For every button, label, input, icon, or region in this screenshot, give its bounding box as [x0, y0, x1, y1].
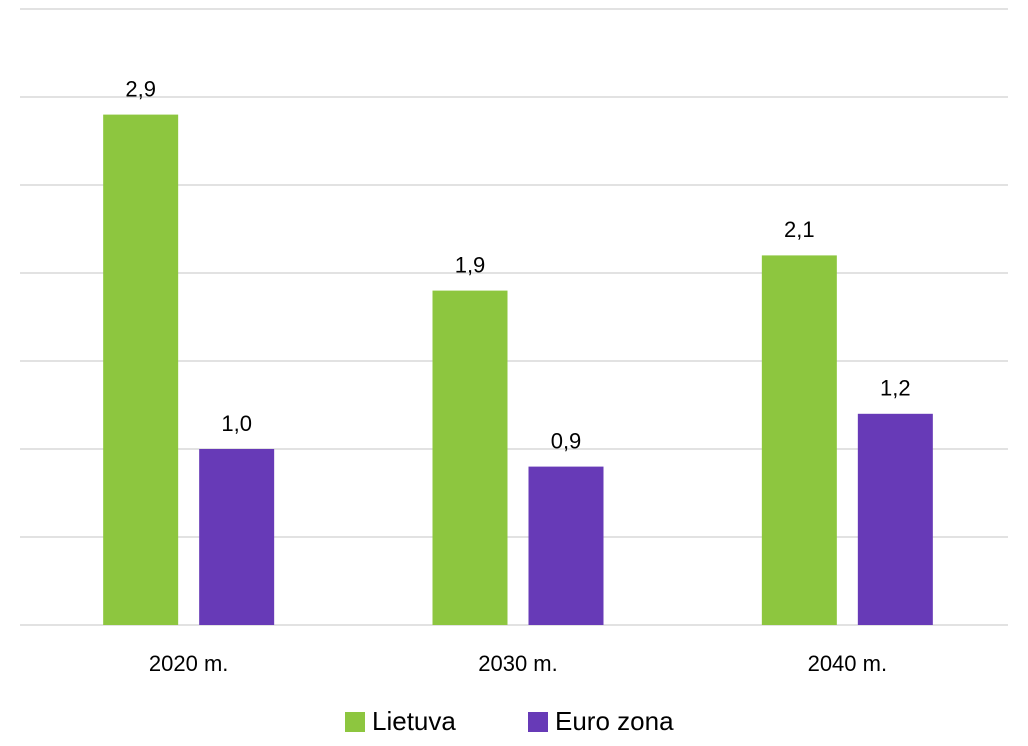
bar: [432, 290, 508, 625]
legend-swatch: [345, 712, 365, 732]
value-label: 2,1: [784, 217, 815, 242]
legend-label: Lietuva: [372, 706, 456, 736]
x-tick-label: 2020 m.: [149, 651, 229, 676]
value-label: 1,0: [221, 411, 252, 436]
value-label: 1,9: [455, 252, 486, 277]
bar: [199, 449, 275, 625]
value-label: 2,9: [125, 76, 156, 101]
bar: [761, 255, 837, 625]
bar: [528, 466, 604, 625]
x-tick-label: 2040 m.: [808, 651, 888, 676]
value-label: 1,2: [880, 376, 911, 401]
legend-label: Euro zona: [555, 706, 674, 736]
bar: [857, 413, 933, 625]
x-tick-label: 2030 m.: [478, 651, 558, 676]
legend-swatch: [528, 712, 548, 732]
bar: [103, 114, 179, 625]
value-label: 0,9: [551, 428, 582, 453]
